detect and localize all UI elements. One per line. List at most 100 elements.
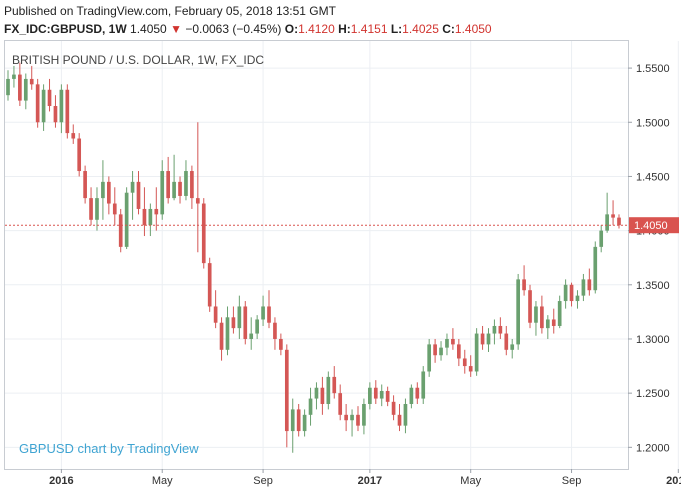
candle-body <box>421 371 426 399</box>
candle-body <box>605 214 609 231</box>
candle-body <box>379 390 384 399</box>
x-tick-label: Sep <box>562 475 582 487</box>
y-tick-label: 1.2500 <box>636 388 670 400</box>
candle-body <box>6 78 10 96</box>
candle-body <box>498 325 503 334</box>
candle-body <box>12 74 16 79</box>
candle-body <box>201 203 206 264</box>
candle-body <box>433 344 437 356</box>
candle-body <box>427 344 432 372</box>
candle-body <box>107 181 111 204</box>
candle-body <box>95 198 99 220</box>
x-tick-label: Sep <box>253 475 273 487</box>
y-tick-label: 1.5500 <box>636 63 670 75</box>
candle-body <box>599 230 604 247</box>
time-axis[interactable]: 2016 May Sep 2017 May Sep 2018 <box>49 469 681 487</box>
candle-body <box>41 89 46 123</box>
candle-body <box>148 208 153 226</box>
candle-body <box>255 319 259 334</box>
candle-body <box>611 214 615 218</box>
y-tick-label: 1.3500 <box>636 280 670 292</box>
last-price-value: 1.4050 <box>130 22 167 36</box>
y-tick-label: 1.4500 <box>636 171 670 183</box>
candle-body <box>362 403 366 426</box>
change-value: −0.0063 (−0.45%) <box>185 22 282 36</box>
quote-bar: FX_IDC:GBPUSD, 1W 1.4050 ▼ −0.0063 (−0.4… <box>4 22 492 36</box>
open-label: O: <box>284 22 299 36</box>
candle-body <box>563 284 568 302</box>
chart-frame[interactable]: 1.20001.25001.30001.35001.40001.45001.50… <box>0 40 681 492</box>
candle-body <box>53 106 58 123</box>
candle-body <box>101 181 105 199</box>
candle-body <box>231 317 236 329</box>
candle-body <box>243 306 248 339</box>
candle-body <box>59 89 64 123</box>
candle-body <box>540 306 544 329</box>
x-tick-label: May <box>152 475 173 487</box>
candle-body <box>124 192 129 247</box>
x-tick-label: 2017 <box>358 475 382 487</box>
low-label: L: <box>390 22 403 36</box>
candle-body <box>569 284 574 302</box>
candle-body <box>332 376 337 394</box>
candle-body <box>71 133 76 139</box>
candle-body <box>409 387 414 404</box>
candle-body <box>219 322 224 350</box>
candle-body <box>154 208 159 215</box>
candle-body <box>320 387 325 404</box>
candle-body <box>480 333 485 345</box>
y-tick-label: 1.5000 <box>636 117 670 129</box>
candle-body <box>261 306 265 320</box>
high-value: 1.4151 <box>350 22 388 36</box>
candle-body <box>249 333 254 339</box>
candle-body <box>439 347 443 356</box>
candle-body <box>83 171 87 199</box>
candle-body <box>510 344 515 350</box>
candle-body <box>551 319 556 326</box>
candle-body <box>35 84 40 123</box>
candle-body <box>207 263 212 307</box>
candle-body <box>445 338 449 348</box>
y-tick-label: 1.3000 <box>636 334 670 346</box>
price-axis[interactable]: 1.20001.25001.30001.35001.40001.45001.50… <box>628 63 670 454</box>
down-arrow-icon: ▼ <box>170 22 182 36</box>
candle-body <box>18 74 22 101</box>
high-label: H: <box>338 22 351 36</box>
candle-body <box>237 306 242 329</box>
candle-body <box>136 181 141 209</box>
candle-body <box>587 279 592 291</box>
x-tick-label: May <box>460 475 481 487</box>
candle-body <box>190 171 194 199</box>
candle-body <box>516 279 520 345</box>
candlestick-chart[interactable]: 1.20001.25001.30001.35001.40001.45001.50… <box>0 40 681 492</box>
candle-body <box>160 171 165 215</box>
candle-body <box>397 414 402 426</box>
candle-body <box>267 306 271 323</box>
candle-body <box>522 279 526 291</box>
candle-body <box>213 306 218 323</box>
candle-body <box>284 349 289 432</box>
candle-body <box>178 181 182 196</box>
candle-body <box>486 333 491 345</box>
candle-body <box>47 89 52 107</box>
candle-body <box>166 171 171 199</box>
candle-body <box>492 325 497 334</box>
candle-body <box>112 203 117 215</box>
candle-body <box>308 398 313 415</box>
candle-body <box>468 366 473 372</box>
candle-body <box>279 338 283 350</box>
candle-body <box>130 181 135 193</box>
candle-body <box>545 319 550 329</box>
candle-body <box>391 401 396 415</box>
candle-body <box>23 78 28 101</box>
candle-body <box>290 409 295 432</box>
candle-body <box>451 338 455 345</box>
close-label: C: <box>442 22 455 36</box>
candle-body <box>314 387 319 399</box>
candle-body <box>415 387 420 399</box>
candle-body <box>593 246 598 291</box>
candle-body <box>557 301 562 326</box>
candle-body <box>172 181 176 199</box>
candle-body <box>302 414 307 432</box>
candle-body <box>575 295 580 302</box>
